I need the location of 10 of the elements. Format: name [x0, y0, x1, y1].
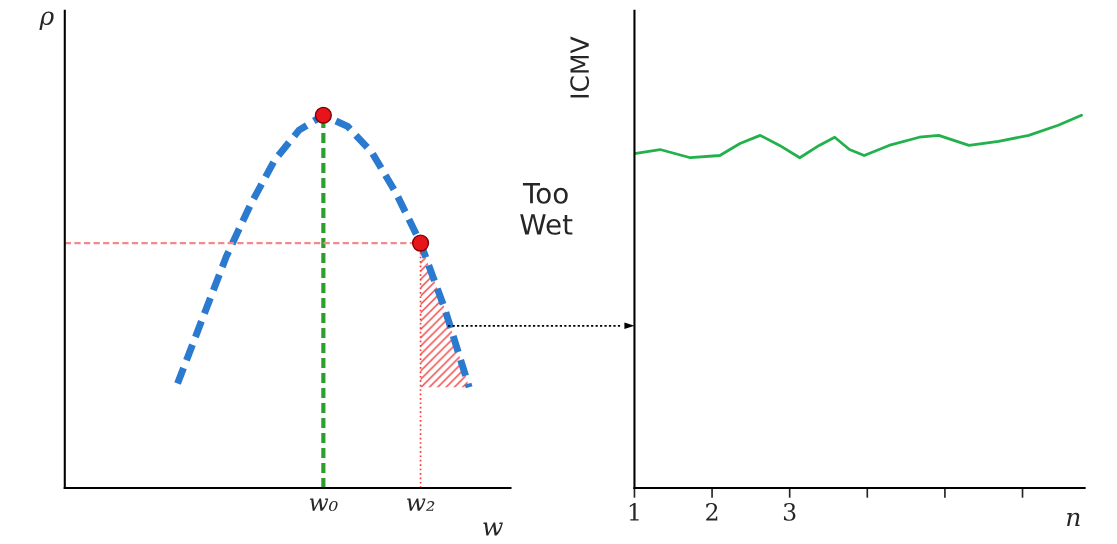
- x-tick-label: 1: [629, 502, 639, 521]
- text: Too Wet: [520, 183, 573, 235]
- y-axis-title: ρ: [39, 11, 54, 30]
- x-tick-label: w₀: [309, 498, 338, 512]
- x-tick-label: 3: [783, 502, 796, 521]
- x-tick-label: w₂: [407, 498, 435, 511]
- x-axis-title: n: [1067, 512, 1080, 527]
- x-tick-label: 2: [706, 502, 718, 521]
- x-axis-title: w: [483, 522, 503, 536]
- y-axis-title: ICMV: [570, 36, 590, 98]
